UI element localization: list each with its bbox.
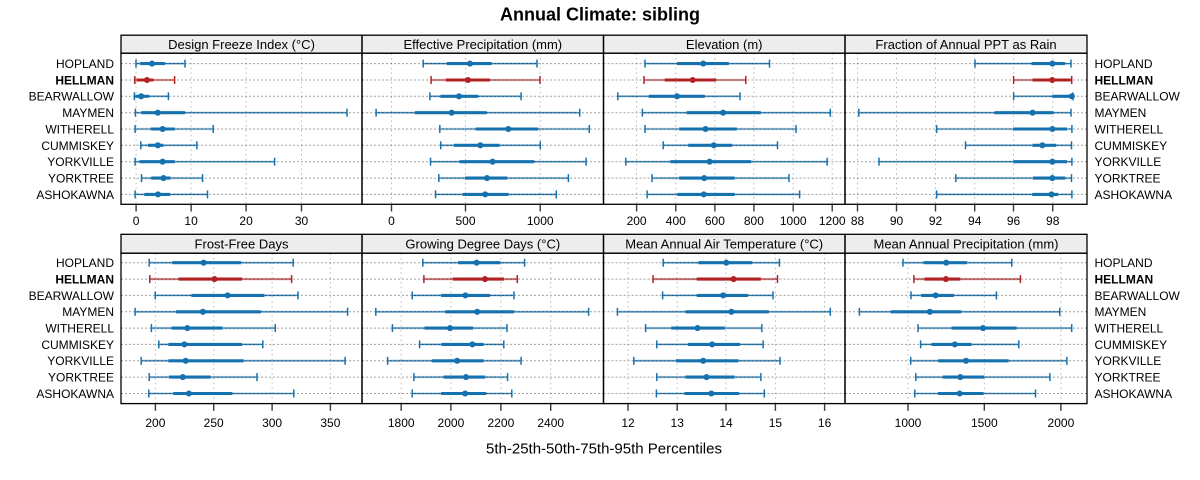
svg-text:2000: 2000 xyxy=(1048,416,1075,430)
svg-text:16: 16 xyxy=(818,416,832,430)
svg-text:20: 20 xyxy=(239,214,253,228)
svg-text:Mean Annual Air Temperature (°: Mean Annual Air Temperature (°C) xyxy=(625,236,823,251)
svg-text:200: 200 xyxy=(145,416,165,430)
svg-text:500: 500 xyxy=(455,214,475,228)
svg-text:WITHERELL: WITHERELL xyxy=(45,322,114,336)
svg-text:BEARWALLOW: BEARWALLOW xyxy=(29,289,115,303)
svg-text:MAYMEN: MAYMEN xyxy=(1095,305,1147,319)
svg-text:Growing Degree Days (°C): Growing Degree Days (°C) xyxy=(405,236,560,251)
svg-text:MAYMEN: MAYMEN xyxy=(62,106,114,120)
svg-text:300: 300 xyxy=(262,416,282,430)
svg-text:15: 15 xyxy=(769,416,783,430)
svg-text:200: 200 xyxy=(627,214,647,228)
svg-text:30: 30 xyxy=(295,214,309,228)
svg-text:HELLMAN: HELLMAN xyxy=(55,272,114,286)
svg-text:2400: 2400 xyxy=(537,416,564,430)
svg-text:96: 96 xyxy=(1007,214,1021,228)
svg-text:Annual Climate: sibling: Annual Climate: sibling xyxy=(500,5,700,25)
svg-text:94: 94 xyxy=(968,214,982,228)
svg-text:1000: 1000 xyxy=(780,214,807,228)
svg-text:YORKTREE: YORKTREE xyxy=(48,172,114,186)
svg-text:CUMMISKEY: CUMMISKEY xyxy=(41,338,114,352)
svg-text:800: 800 xyxy=(744,214,764,228)
svg-text:ASHOKAWNA: ASHOKAWNA xyxy=(36,188,114,202)
svg-text:Mean Annual Precipitation (mm): Mean Annual Precipitation (mm) xyxy=(874,236,1059,251)
svg-text:14: 14 xyxy=(719,416,733,430)
svg-text:88: 88 xyxy=(851,214,865,228)
svg-text:Frost-Free Days: Frost-Free Days xyxy=(195,236,289,251)
svg-text:1200: 1200 xyxy=(819,214,846,228)
svg-text:ASHOKAWNA: ASHOKAWNA xyxy=(1095,188,1173,202)
svg-text:0: 0 xyxy=(388,214,395,228)
svg-text:HOPLAND: HOPLAND xyxy=(56,57,114,71)
svg-text:YORKVILLE: YORKVILLE xyxy=(1095,155,1162,169)
svg-text:Effective Precipitation (mm): Effective Precipitation (mm) xyxy=(403,37,562,52)
svg-text:WITHERELL: WITHERELL xyxy=(1095,122,1164,136)
svg-text:400: 400 xyxy=(666,214,686,228)
svg-text:HOPLAND: HOPLAND xyxy=(1095,57,1153,71)
svg-text:12: 12 xyxy=(621,416,635,430)
svg-text:HELLMAN: HELLMAN xyxy=(1095,272,1154,286)
svg-text:5th-25th-50th-75th-95th Percen: 5th-25th-50th-75th-95th Percentiles xyxy=(486,441,722,458)
svg-text:YORKVILLE: YORKVILLE xyxy=(47,354,114,368)
svg-text:MAYMEN: MAYMEN xyxy=(62,305,114,319)
svg-text:98: 98 xyxy=(1046,214,1060,228)
svg-text:YORKTREE: YORKTREE xyxy=(1095,172,1161,186)
svg-text:CUMMISKEY: CUMMISKEY xyxy=(41,139,114,153)
svg-text:BEARWALLOW: BEARWALLOW xyxy=(29,90,115,104)
svg-text:Elevation (m): Elevation (m) xyxy=(686,37,763,52)
svg-text:ASHOKAWNA: ASHOKAWNA xyxy=(36,387,114,401)
svg-text:Fraction of Annual PPT as Rain: Fraction of Annual PPT as Rain xyxy=(875,37,1056,52)
svg-text:WITHERELL: WITHERELL xyxy=(45,122,114,136)
svg-text:2200: 2200 xyxy=(488,416,515,430)
svg-text:HELLMAN: HELLMAN xyxy=(55,73,114,87)
svg-text:92: 92 xyxy=(929,214,943,228)
svg-text:250: 250 xyxy=(204,416,224,430)
svg-text:YORKTREE: YORKTREE xyxy=(1095,371,1161,385)
svg-text:MAYMEN: MAYMEN xyxy=(1095,106,1147,120)
svg-text:1000: 1000 xyxy=(527,214,554,228)
svg-text:10: 10 xyxy=(184,214,198,228)
svg-text:HOPLAND: HOPLAND xyxy=(1095,256,1153,270)
svg-text:0: 0 xyxy=(133,214,140,228)
svg-text:HOPLAND: HOPLAND xyxy=(56,256,114,270)
svg-text:BEARWALLOW: BEARWALLOW xyxy=(1095,289,1181,303)
svg-text:350: 350 xyxy=(320,416,340,430)
svg-text:WITHERELL: WITHERELL xyxy=(1095,322,1164,336)
svg-text:1000: 1000 xyxy=(895,416,922,430)
svg-text:1800: 1800 xyxy=(388,416,415,430)
svg-text:13: 13 xyxy=(671,416,685,430)
svg-text:2000: 2000 xyxy=(438,416,465,430)
svg-text:HELLMAN: HELLMAN xyxy=(1095,73,1154,87)
svg-text:Design Freeze Index (°C): Design Freeze Index (°C) xyxy=(168,37,315,52)
svg-text:YORKVILLE: YORKVILLE xyxy=(47,155,114,169)
svg-text:CUMMISKEY: CUMMISKEY xyxy=(1095,139,1168,153)
svg-text:1500: 1500 xyxy=(971,416,998,430)
svg-text:BEARWALLOW: BEARWALLOW xyxy=(1095,90,1181,104)
svg-text:ASHOKAWNA: ASHOKAWNA xyxy=(1095,387,1173,401)
svg-text:YORKTREE: YORKTREE xyxy=(48,371,114,385)
svg-text:90: 90 xyxy=(890,214,904,228)
svg-text:YORKVILLE: YORKVILLE xyxy=(1095,354,1162,368)
svg-text:600: 600 xyxy=(705,214,725,228)
svg-text:CUMMISKEY: CUMMISKEY xyxy=(1095,338,1168,352)
